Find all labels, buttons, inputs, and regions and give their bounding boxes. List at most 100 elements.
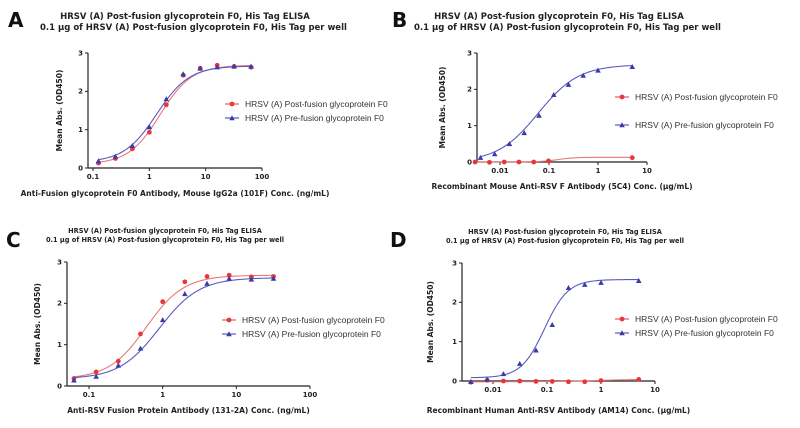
panel-label: B	[392, 8, 408, 32]
legend-label: HRSV (A) Pre-fusion glycoprotein F0	[635, 328, 774, 338]
y-tick-label: 0	[467, 158, 472, 166]
data-point-pre	[115, 362, 122, 368]
data-point-post	[531, 159, 537, 165]
data-point-post	[598, 378, 604, 384]
data-point-post	[115, 358, 121, 364]
x-tick-label: 0.1	[543, 167, 556, 175]
data-point-pre	[580, 72, 587, 78]
chart-title: HRSV (A) Post-fusion glycoprotein F0, Hi…	[68, 227, 262, 235]
chart-a: 0 1 2 3 0.1 1 10 100 Mean Abs. (OD450) Anti-Fusio…	[21, 49, 388, 198]
data-point-pre	[159, 317, 166, 323]
data-point-pre	[137, 345, 144, 351]
y-tick-label: 3	[78, 49, 83, 57]
chart-b: 0 1 2 3 0.01 0.1 1 10 Mean Abs. (OD450) Recombina…	[431, 49, 777, 191]
legend-marker-pre	[619, 122, 625, 128]
data-point-post	[566, 379, 571, 385]
data-point-pre	[163, 96, 170, 102]
x-tick-label: 100	[303, 391, 318, 399]
data-point-pre	[248, 63, 254, 69]
fit-curve-post	[475, 156, 633, 163]
data-point-pre	[248, 276, 255, 282]
y-tick-label: 1	[57, 341, 62, 349]
y-axis-label: Mean Abs. (OD450)	[426, 281, 435, 363]
data-point-pre	[477, 154, 484, 160]
legend-label: HRSV (A) Pre-fusion glycoprotein F0	[242, 329, 381, 339]
y-tick-label: 2	[78, 88, 83, 96]
data-point-post	[516, 159, 522, 165]
y-tick-label: 0	[78, 164, 83, 172]
fit-curve-post	[73, 274, 274, 378]
y-tick-label: 3	[57, 258, 62, 266]
data-point-pre	[231, 63, 237, 69]
data-point-pre	[595, 67, 601, 73]
x-axis-label: Recombinant Mouse Anti-RSV F Antibody (5…	[431, 182, 692, 191]
chart-c: 0 1 2 3 0.1 1 10 100 Mean Abs. (OD450) Anti-RSV F…	[33, 258, 385, 415]
data-point-pre	[581, 281, 588, 287]
legend-label: HRSV (A) Pre-fusion glycoprotein F0	[245, 113, 384, 123]
data-point-pre	[197, 65, 204, 71]
data-point-post	[138, 331, 143, 337]
data-point-pre	[468, 378, 474, 385]
x-tick-label: 1	[147, 173, 152, 181]
y-tick-label: 3	[452, 259, 457, 267]
x-tick-label: 0.01	[484, 386, 501, 394]
panel-label: D	[390, 228, 407, 252]
y-axis-label: Mean Abs. (OD450)	[55, 70, 64, 152]
data-point-pre	[506, 141, 513, 147]
chart-subtitle: 0.1 µg of HRSV (A) Post-fusion glycoprot…	[45, 235, 285, 244]
legend-marker-pre	[226, 331, 232, 337]
fit-curve-pre	[98, 65, 252, 161]
data-point-post	[182, 279, 188, 285]
fit-curve-pre	[470, 279, 639, 379]
data-point-pre	[533, 347, 539, 353]
x-tick-label: 0.01	[491, 167, 508, 175]
data-point-pre	[549, 321, 556, 327]
y-axis-label: Mean Abs. (OD450)	[33, 283, 42, 365]
chart-title: HRSV (A) Post-fusion glycoprotein F0, Hi…	[468, 228, 662, 236]
legend-marker-post	[619, 94, 625, 100]
x-tick-label: 0.1	[541, 386, 554, 394]
chart-subtitle: 0.1 µg of HRSV (A) Post-fusion glycoprot…	[414, 23, 721, 34]
data-point-post	[517, 378, 523, 384]
chart-title: HRSV (A) Post-fusion glycoprotein F0, Hi…	[60, 12, 310, 22]
x-tick-label: 0.1	[83, 391, 96, 399]
data-point-pre	[129, 142, 136, 149]
y-tick-label: 2	[467, 86, 472, 94]
chart-subtitle: 0.1 µg of HRSV (A) Post-fusion glycoprot…	[40, 23, 347, 34]
legend-label: HRSV (A) Post-fusion glycoprotein F0	[635, 92, 778, 102]
x-axis-label: Anti-Fusion glycoprotein F0 Antibody, Mo…	[21, 189, 330, 198]
data-point-pre	[71, 377, 77, 383]
x-tick-label: 10	[231, 391, 241, 399]
data-point-pre	[536, 112, 542, 118]
y-tick-label: 1	[78, 126, 83, 134]
x-tick-label: 10	[642, 167, 652, 175]
y-axis-label: Mean Abs. (OD450)	[438, 67, 447, 149]
y-tick-label: 2	[452, 299, 457, 307]
y-tick-label: 1	[452, 338, 457, 346]
data-point-post	[204, 274, 210, 279]
x-tick-label: 100	[255, 173, 270, 181]
legend-label: HRSV (A) Post-fusion glycoprotein F0	[635, 314, 778, 324]
legend-marker-post	[619, 316, 625, 322]
y-tick-label: 0	[452, 377, 457, 385]
x-tick-label: 1	[160, 391, 165, 399]
chart-title: HRSV (A) Post-fusion glycoprotein F0, Hi…	[434, 12, 684, 22]
fit-curve-pre	[73, 277, 274, 379]
x-tick-label: 1	[599, 386, 604, 394]
chart-d: 0 1 2 3 0.01 0.1 1 10 Mean Abs. (OD450) Recombina…	[426, 259, 778, 415]
chart-title-block: HRSV (A) Post-fusion glycoprotein F0, Hi…	[414, 12, 721, 35]
data-point-post	[501, 378, 506, 384]
data-point-pre	[516, 360, 523, 366]
data-point-post	[487, 159, 492, 165]
data-point-pre	[214, 64, 220, 70]
chart-subtitle: 0.1 µg of HRSV (A) Post-fusion glycoprot…	[445, 236, 685, 245]
chart-title-block: HRSV (A) Post-fusion glycoprotein F0, Hi…	[440, 228, 690, 246]
chart-title-block: HRSV (A) Post-fusion glycoprotein F0, Hi…	[40, 12, 347, 35]
data-point-post	[472, 159, 478, 165]
data-point-pre	[204, 280, 210, 286]
chart-title-block: HRSV (A) Post-fusion glycoprotein F0, Hi…	[40, 227, 290, 245]
data-point-pre	[93, 373, 99, 379]
x-tick-label: 0.1	[87, 173, 100, 181]
x-axis-label: Recombinant Human Anti-RSV Antibody (AM1…	[427, 406, 690, 415]
data-point-post	[533, 378, 539, 384]
